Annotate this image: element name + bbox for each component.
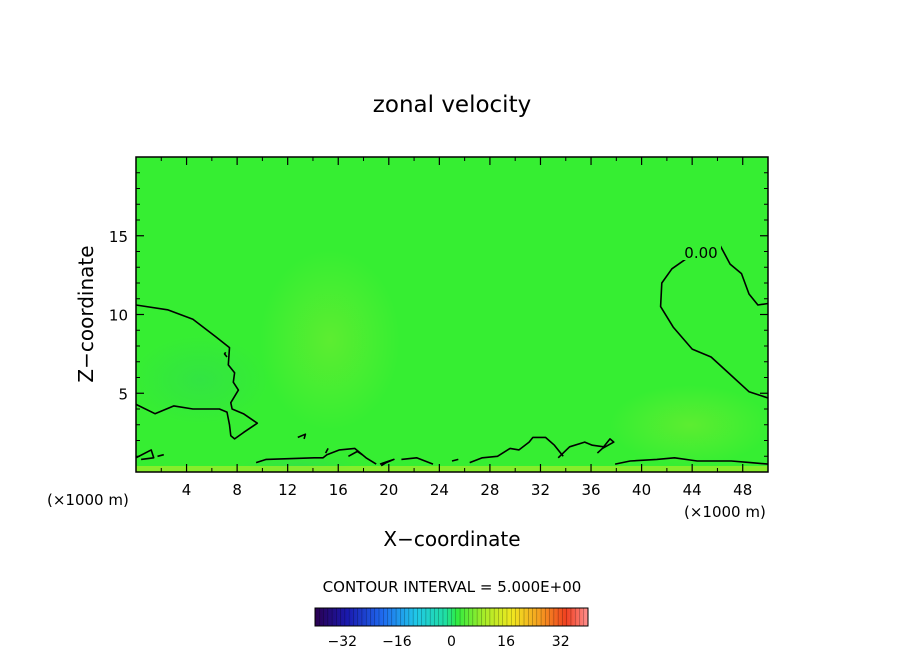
- zero-contour-line: [157, 453, 164, 458]
- x-tick-label: 32: [531, 481, 550, 499]
- colorbar-segments: [319, 608, 584, 626]
- x-tick-label: 44: [683, 481, 702, 499]
- field-blob: [260, 250, 400, 430]
- zero-contour-line: [348, 450, 363, 458]
- zero-contour-line: [136, 304, 259, 440]
- zero-contour-line: [659, 244, 768, 399]
- colorbar-tick-label: −32: [328, 634, 358, 650]
- x-tick-label: 40: [632, 481, 651, 499]
- x-tick-label: 12: [278, 481, 297, 499]
- contour-interval-text: CONTOUR INTERVAL = 5.000E+00: [323, 578, 582, 596]
- zero-contours: [136, 244, 768, 467]
- colorbar-tick-label: −16: [382, 634, 412, 650]
- x-unit-label-right: (×1000 m): [684, 503, 766, 521]
- colorbar-tick-label: 0: [447, 634, 456, 650]
- colorbar-tick-label: 32: [552, 634, 570, 650]
- zero-contour-line: [379, 458, 395, 467]
- zero-contour-line: [614, 456, 768, 465]
- x-tick-label: 4: [182, 481, 192, 499]
- colorbar: [314, 607, 589, 627]
- x-unit-label-left: (×1000 m): [47, 491, 129, 509]
- zero-contour-line: [136, 449, 155, 461]
- chart-title: zonal velocity: [373, 92, 531, 118]
- colorbar-ticks: −32 −16 0 16 32: [328, 634, 570, 650]
- y-axis: 5 10 15: [109, 172, 768, 457]
- x-tick-label: 8: [232, 481, 242, 499]
- zero-contour-line: [324, 448, 329, 454]
- colorbar-tick-label: 16: [497, 634, 515, 650]
- x-tick-label: 48: [733, 481, 752, 499]
- x-tick-label: 20: [379, 481, 398, 499]
- x-axis: 4 8 12 16 20 24 28 32 36 40 44 48: [160, 157, 752, 499]
- zero-contour-line: [451, 458, 459, 462]
- y-axis-label: Z−coordinate: [74, 245, 98, 382]
- x-tick-label: 36: [581, 481, 600, 499]
- field-blob: [610, 385, 768, 465]
- x-tick-label: 16: [329, 481, 348, 499]
- y-tick-label: 10: [109, 307, 128, 325]
- x-tick-label: 24: [430, 481, 449, 499]
- zero-contour-line: [469, 436, 564, 464]
- contour-label-bg: [681, 244, 721, 260]
- zero-contour-line: [223, 351, 228, 358]
- zero-contour-line: [557, 438, 615, 459]
- zero-contour-line: [297, 433, 307, 440]
- y-tick-label: 15: [109, 228, 128, 246]
- zero-contour-line: [401, 456, 434, 465]
- field-blob: [136, 335, 270, 425]
- surface-band: [136, 466, 768, 472]
- contour-label: 0.00: [684, 244, 717, 262]
- x-tick-label: 28: [480, 481, 499, 499]
- x-axis-label: X−coordinate: [383, 527, 520, 551]
- y-tick-label: 5: [118, 385, 128, 403]
